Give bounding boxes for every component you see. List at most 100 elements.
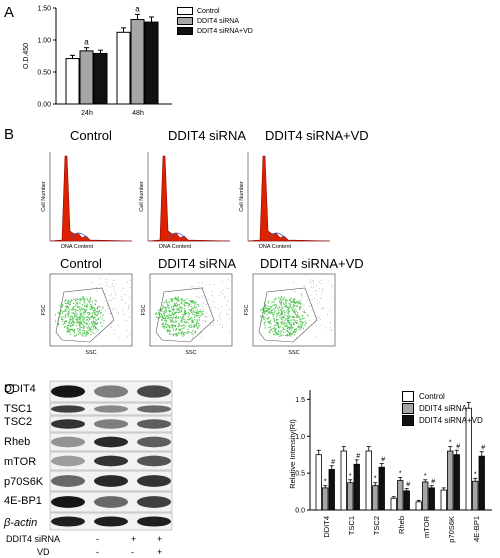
scatter-y-label: FSC [244,304,250,315]
chart-c-significance-marker: # [381,457,385,464]
chart-c-legend-item: Control [402,390,483,402]
histogram-y-label: Cell Number [139,181,145,212]
blot-band [94,516,128,527]
chart-c-y-tick-label: 0.0 [295,508,305,515]
legend-swatch [402,402,414,414]
protein-label-beta-actin: β-actin [4,517,38,529]
blot-band [94,436,128,448]
blot-band [94,385,128,398]
chart-c-bar [328,469,335,511]
blot-band [51,385,85,398]
legend-label: Control [419,391,445,401]
histogram-s-phase-curve [268,232,287,240]
legend-label: DDIT4 siRNA [197,17,240,25]
chart-c-significance-marker: # [331,459,335,466]
scatter-points [155,296,207,337]
blot-band [137,385,171,398]
blot-band [137,496,171,508]
legend-swatch [177,7,193,15]
chart-a-bar [93,52,108,105]
chart-c-bar [322,487,329,511]
treatment-r1-c3: + [157,534,163,544]
treatment-r2-c3: + [157,547,163,557]
chart-a-bar [130,19,145,105]
histogram-x-label: DNA Content [159,244,192,250]
blot-band [94,405,128,413]
blot-band [137,436,171,448]
chart-c-significance-marker: * [399,471,402,478]
histogram-plot: Cell Number DNA Content [139,152,231,250]
chart-a-y-tick-label: 0.00 [37,102,51,109]
histogram-x-label: DNA Content [259,244,292,250]
histogram-title-sirna: DDIT4 siRNA [168,128,247,143]
histogram-s-phase-curve [168,232,187,240]
blot-strip [49,491,173,513]
blot-band [94,419,128,429]
chart-c-x-tick-label: mTOR [422,515,431,538]
blot-band [51,436,85,448]
histogram-title-sirna-vd: DDIT4 siRNA+VD [265,128,369,143]
scatter-y-label: FSC [41,304,47,315]
chart-a-bar [144,21,159,105]
chart-c-y-tick-label: 1.5 [295,397,305,404]
legend-label: DDIT4 siRNA+VD [419,415,483,425]
blot-strip [49,432,173,452]
chart-c-x-tick-label: p70S6K [447,516,456,543]
legend-label: Control [197,7,220,15]
western-bands [49,380,173,531]
chart-a-legend-item: DDIT4 siRNA [177,16,253,26]
scatter-x-label: SSC [288,350,299,356]
blot-band [51,516,85,527]
panel-label-a: A [4,4,15,21]
chart-a-bar [116,31,131,105]
chart-c: 0.0 0.5 1.0 1.5 * # DDIT4 * # TSC1 * # TSC2 * # Rheb * # m… [288,390,492,543]
protein-label-mtor: mTOR [4,456,37,468]
scatter-plot: FSC SSC [41,273,133,356]
chart-c-bar [365,450,372,511]
blot-band [51,455,85,467]
legend-swatch [402,390,414,402]
treatment-r2-c2: - [131,547,134,557]
chart-c-significance-marker: # [456,443,460,450]
scatter-gate [155,287,215,343]
blot-strip [49,415,173,433]
scatter-x-label: SSC [85,350,96,356]
histogram-title-control: Control [70,128,112,143]
histogram-x-label: DNA Content [61,244,94,250]
scatter-title-sirna: DDIT4 siRNA [158,256,237,271]
chart-c-bar [447,450,454,511]
scatter-plot: FSC SSC [141,273,233,356]
blot-band [137,405,171,413]
chart-c-bar [353,463,360,511]
chart-c-y-tick-label: 1.0 [295,434,305,441]
chart-c-significance-marker: # [481,445,485,452]
chart-c-significance-marker: * [349,473,352,480]
chart-c-bar [403,490,410,511]
chart-a-y-tick-label: 1.00 [37,38,51,45]
blot-band [51,475,85,487]
chart-a-x-tick-label: 24h [81,110,93,117]
scatter-title-sirna-vd: DDIT4 siRNA+VD [260,256,364,271]
chart-a-legend-item: DDIT4 siRNA+VD [177,26,253,36]
blot-band [94,455,128,467]
blot-strip [49,380,173,403]
panel-label-c: C [4,381,15,398]
scatter-x-label: SSC [185,350,196,356]
chart-c-x-tick-label: TSC2 [372,516,381,535]
chart-c-bar [372,485,379,511]
blot-band [137,516,171,527]
scatter-points [54,296,105,337]
histogram-peak [49,155,133,242]
histogram-plot: Cell Number DNA Content [41,152,133,250]
chart-c-y-tick-label: 0.5 [295,471,305,478]
legend-label: DDIT4 siRNA [419,403,468,413]
chart-c-x-tick-label: DDIT4 [322,516,331,538]
protein-label-rheb: Rheb [4,436,31,448]
chart-c-significance-marker: # [431,479,435,486]
chart-c-x-tick-label: Rheb [397,516,406,534]
histogram-row: Cell Number DNA Content Cell Number DNA Con… [41,152,331,250]
chart-c-bar [422,481,429,511]
blot-band [94,496,128,508]
chart-a: 0.00 0.50 1.00 1.50 a 24h a 48h O.D.450 [23,4,172,117]
chart-c-x-tick-label: TSC1 [347,516,356,535]
